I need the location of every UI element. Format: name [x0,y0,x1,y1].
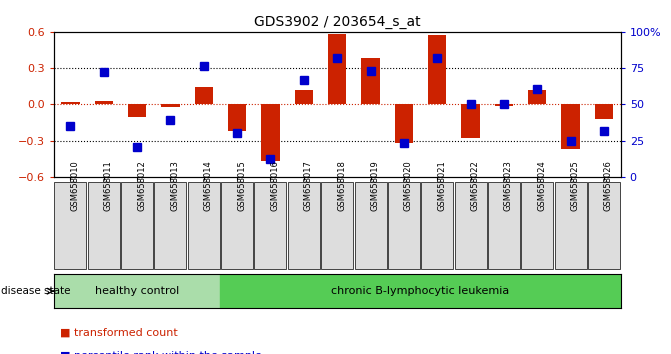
Text: GSM658017: GSM658017 [304,160,313,211]
Bar [595,104,613,119]
Text: GSM658020: GSM658020 [404,161,413,211]
FancyBboxPatch shape [588,182,620,269]
FancyBboxPatch shape [221,182,253,269]
Text: healthy control: healthy control [95,286,179,296]
FancyBboxPatch shape [555,182,586,269]
FancyBboxPatch shape [354,182,386,269]
Text: GSM658010: GSM658010 [70,161,79,211]
FancyBboxPatch shape [88,182,119,269]
FancyBboxPatch shape [488,182,520,269]
Bar [362,58,380,104]
Bar [295,90,313,104]
Text: GSM658024: GSM658024 [537,161,546,211]
Bar [61,102,80,104]
Text: GSM658019: GSM658019 [370,161,380,211]
Bar [528,90,546,104]
Text: GSM658011: GSM658011 [104,161,113,211]
Bar [221,274,621,308]
FancyBboxPatch shape [521,182,554,269]
Bar [228,104,246,131]
FancyBboxPatch shape [254,182,287,269]
Text: GSM658025: GSM658025 [570,161,580,211]
Text: GSM658015: GSM658015 [237,161,246,211]
Text: ■ percentile rank within the sample: ■ percentile rank within the sample [60,351,262,354]
Text: GSM658021: GSM658021 [437,161,446,211]
FancyBboxPatch shape [121,182,153,269]
FancyBboxPatch shape [54,182,87,269]
Bar [161,104,180,107]
FancyBboxPatch shape [421,182,453,269]
Text: GSM658014: GSM658014 [204,161,213,211]
FancyBboxPatch shape [388,182,420,269]
FancyBboxPatch shape [321,182,353,269]
FancyBboxPatch shape [188,182,220,269]
FancyBboxPatch shape [154,182,187,269]
Title: GDS3902 / 203654_s_at: GDS3902 / 203654_s_at [254,16,421,29]
Text: GSM658023: GSM658023 [504,160,513,211]
Text: GSM658026: GSM658026 [604,160,613,211]
Bar [562,104,580,149]
Text: GSM658018: GSM658018 [338,160,346,211]
Bar [462,104,480,138]
Bar [95,101,113,104]
Bar [54,274,221,308]
FancyBboxPatch shape [288,182,320,269]
Text: GSM658012: GSM658012 [137,161,146,211]
Bar [428,35,446,104]
Text: GSM658022: GSM658022 [470,161,480,211]
Bar [328,34,346,104]
Text: GSM658013: GSM658013 [170,160,179,211]
Bar [128,104,146,116]
FancyBboxPatch shape [454,182,486,269]
Bar [195,87,213,104]
Bar [261,104,280,161]
Bar [395,104,413,143]
Text: chronic B-lymphocytic leukemia: chronic B-lymphocytic leukemia [331,286,510,296]
Text: GSM658016: GSM658016 [270,160,280,211]
Bar [495,104,513,105]
Text: ■ transformed count: ■ transformed count [60,328,178,338]
Text: disease state: disease state [1,286,70,296]
